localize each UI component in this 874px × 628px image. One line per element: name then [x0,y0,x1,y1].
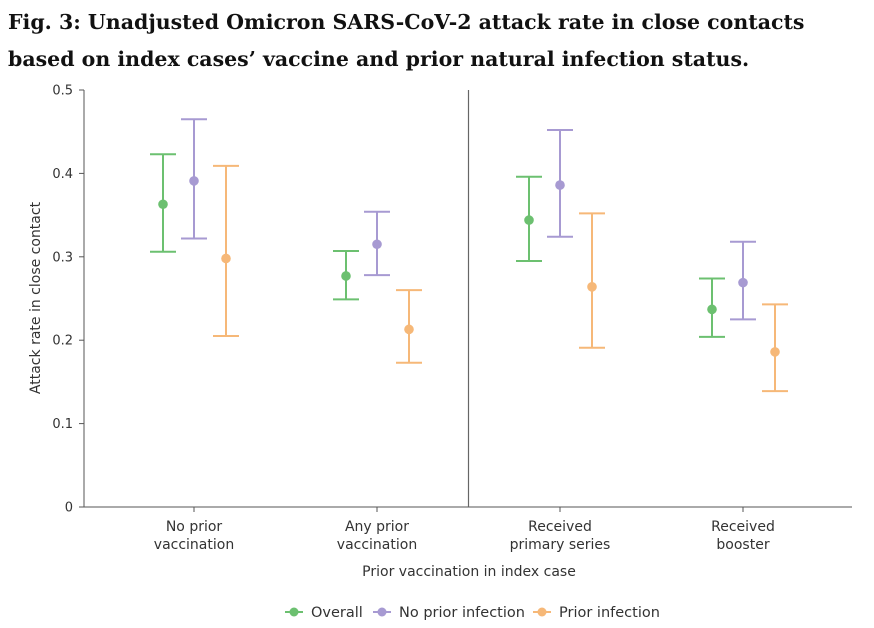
error-bar [213,164,239,338]
data-point [341,271,351,281]
error-bar [396,289,422,364]
category-label: No prior [166,519,223,535]
category-label: Received [528,519,592,535]
data-marks [150,118,788,393]
y-tick-label: 0.5 [52,84,73,99]
legend-item: Prior infection [533,605,660,621]
error-bar [547,129,573,238]
y-tick-label: 0.4 [52,167,73,182]
legend: Overall No prior infection Prior infection [285,605,660,621]
category-label: primary series [510,537,611,553]
error-bar [579,212,605,349]
figure-title: Fig. 3: Unadjusted Omicron SARS-CoV-2 at… [8,10,805,71]
data-point [158,199,168,210]
error-bar [516,175,542,262]
category-label: vaccination [337,537,417,553]
data-point [707,304,717,315]
error-bar [699,277,725,338]
y-axis-title: Attack rate in close contact [28,201,44,394]
data-point [221,253,231,264]
legend-label: No prior infection [399,605,525,621]
y-tick-label: 0.2 [52,334,73,349]
legend-item: Overall [285,605,363,621]
watermark-text: 知乎 @Being科学 [681,577,852,601]
data-point [372,239,382,250]
data-point [404,324,414,335]
legend-label: Overall [311,605,363,621]
error-bar [333,249,359,301]
y-tick-label: 0.3 [52,250,73,265]
data-point [189,176,199,186]
error-bar [364,210,390,277]
legend-item: No prior infection [373,605,525,621]
error-bar [150,153,176,253]
category-labels: No prior vaccination Any prior vaccination R… [154,519,775,553]
category-label: vaccination [154,537,234,553]
x-axis [84,506,852,512]
category-label: booster [716,537,769,553]
data-point [555,180,565,190]
y-axis: 0 0.1 0.2 0.3 0.4 0.5 [52,84,85,516]
data-point [738,277,748,288]
category-label: Received [711,519,775,535]
error-bar [730,240,756,321]
data-point [770,347,780,357]
data-point [524,215,534,225]
error-bar [762,303,788,393]
legend-marker [537,607,547,617]
y-tick-label: 0 [65,501,73,516]
legend-marker [289,607,299,617]
legend-marker [377,607,387,617]
x-axis-title: Prior vaccination in index case [362,564,576,580]
data-point [587,282,597,292]
legend-label: Prior infection [559,605,660,621]
category-label: Any prior [345,519,409,535]
error-bar [181,118,207,240]
y-tick-label: 0.1 [52,417,73,432]
